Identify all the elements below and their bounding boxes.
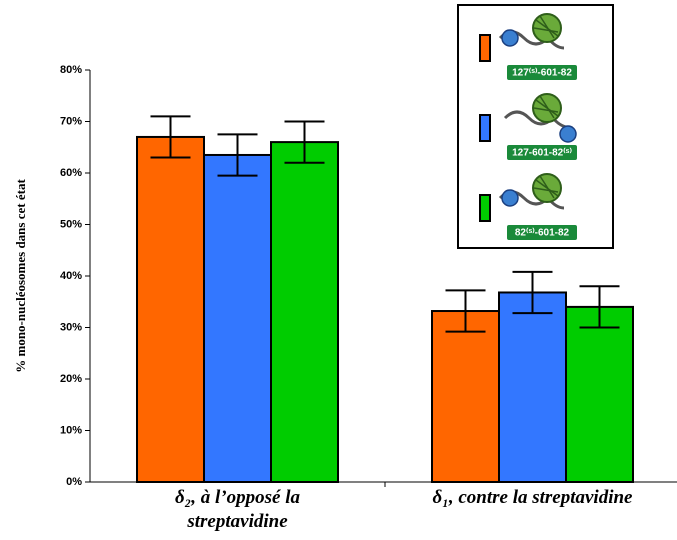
biotin-bead <box>559 125 577 143</box>
legend-label-bg <box>507 65 577 80</box>
legend-label-bg <box>507 225 577 240</box>
y-tick-label: 10% <box>60 424 82 436</box>
error-bar <box>445 289 486 333</box>
legend-icon <box>498 173 565 210</box>
legend-swatch <box>479 194 491 222</box>
y-tick-label: 70% <box>60 115 82 127</box>
x-tick-label: δ₂, à l’opposé la streptavidine <box>174 487 301 532</box>
error-bar <box>579 285 620 329</box>
legend-label: 127⁽ˢ⁾-601-82 <box>512 68 572 79</box>
dna <box>503 110 574 130</box>
legend-label: 82⁽ˢ⁾-601-82 <box>515 228 570 239</box>
bar <box>498 291 567 484</box>
y-tick-label: 0% <box>66 476 82 488</box>
bar <box>203 153 272 483</box>
bar <box>270 141 339 483</box>
nucleosome-wrap <box>533 95 559 119</box>
y-tick-label: 20% <box>60 373 82 385</box>
bar <box>565 305 634 483</box>
y-axis-label: % mono-nucléosomes dans cet état <box>13 179 28 373</box>
legend-swatch <box>479 114 491 142</box>
biotin-bead <box>501 29 519 47</box>
bar <box>431 310 500 483</box>
error-bar <box>150 115 191 159</box>
y-tick-label: 30% <box>60 321 82 333</box>
y-tick-label: 60% <box>60 167 82 179</box>
nucleosome-wrap <box>533 15 559 39</box>
error-bar <box>284 120 325 164</box>
legend-label-bg <box>507 145 577 160</box>
y-tick-label: 50% <box>60 218 82 230</box>
legend-icon <box>503 93 577 143</box>
error-bar <box>217 133 258 177</box>
nucleosome-wrap <box>533 175 559 199</box>
biotin-bead <box>501 189 519 207</box>
bar <box>136 135 205 483</box>
x-tick-label: δ₁, contre la streptavidine <box>432 487 633 508</box>
legend-label: 127-601-82⁽ˢ⁾ <box>512 148 572 159</box>
y-tick-label: 40% <box>60 270 82 282</box>
error-bar <box>512 270 553 315</box>
legend-icon <box>498 13 565 50</box>
legend-swatch <box>479 34 491 62</box>
y-tick-label: 80% <box>60 64 82 76</box>
